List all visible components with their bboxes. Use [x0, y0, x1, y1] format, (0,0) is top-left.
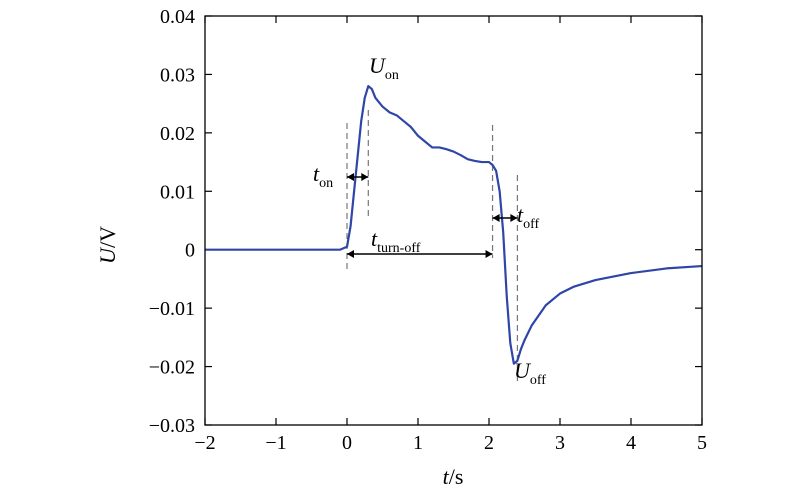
x-tick-label: 3	[555, 432, 565, 454]
x-tick-label: 0	[342, 432, 352, 454]
x-tick-label: −1	[265, 432, 286, 454]
x-axis-label: t/s	[443, 464, 464, 489]
x-tick-label: 4	[626, 432, 636, 454]
x-tick-label: 2	[484, 432, 494, 454]
annotation-t-turn-off-sub: turn-off	[377, 241, 421, 256]
annotation-t-off-sub: off	[523, 217, 539, 232]
y-tick-label: −0.03	[149, 415, 195, 437]
double-arrow	[347, 173, 369, 181]
annotation-u-off: Uoff	[514, 358, 546, 388]
annotation-t-off: toff	[517, 202, 540, 232]
annotation-u-on-main: U	[369, 53, 387, 78]
double-arrow	[347, 250, 493, 258]
annotation-u-on-sub: on	[385, 68, 399, 83]
plot-frame	[204, 15, 703, 426]
annotation-t-on-sub: on	[319, 176, 333, 191]
arrow-head-left	[347, 250, 354, 258]
annotation-t-turn-off-main: t	[371, 226, 378, 251]
annotation-u-off-main: U	[514, 358, 532, 383]
y-tick-label: 0	[185, 240, 195, 262]
interval-arrows	[347, 173, 518, 258]
y-tick-labels: −0.03 −0.02 −0.01 0 0.01 0.02 0.03 0.04	[149, 6, 195, 437]
tick-marks	[204, 15, 703, 426]
x-axis-var: t	[443, 464, 450, 489]
y-tick-label: −0.01	[149, 298, 195, 320]
x-tick-label: −2	[194, 432, 215, 454]
y-tick-label: 0.01	[160, 181, 195, 203]
arrow-head-left	[347, 173, 354, 181]
y-axis-label: U/V	[95, 226, 120, 264]
y-tick-label: 0.03	[160, 64, 195, 86]
annotation-t-turn-off: tturn-off	[371, 226, 421, 256]
x-tick-label: 1	[413, 432, 423, 454]
arrow-head-right	[510, 214, 518, 222]
arrow-head-right	[361, 173, 369, 181]
x-axis-unit: /s	[449, 464, 464, 489]
annotation-t-on: ton	[313, 161, 333, 191]
x-tick-label: 5	[697, 432, 707, 454]
y-tick-label: −0.02	[149, 357, 195, 379]
series-line	[205, 85, 703, 365]
annotation-u-off-sub: off	[530, 373, 546, 388]
y-axis-unit: /V	[95, 226, 120, 248]
annotation-t-on-main: t	[313, 161, 320, 186]
annotation-t-off-main: t	[517, 202, 524, 227]
double-arrow	[492, 214, 518, 222]
y-axis-var: U	[95, 246, 120, 264]
y-tick-label: 0.02	[160, 123, 195, 145]
arrow-head-left	[492, 214, 500, 222]
annotation-u-on: Uon	[369, 53, 399, 83]
arrow-head-right	[485, 250, 493, 258]
y-tick-label: 0.04	[160, 6, 195, 28]
x-tick-labels: −2 −1 0 1 2 3 4 5	[194, 432, 707, 454]
